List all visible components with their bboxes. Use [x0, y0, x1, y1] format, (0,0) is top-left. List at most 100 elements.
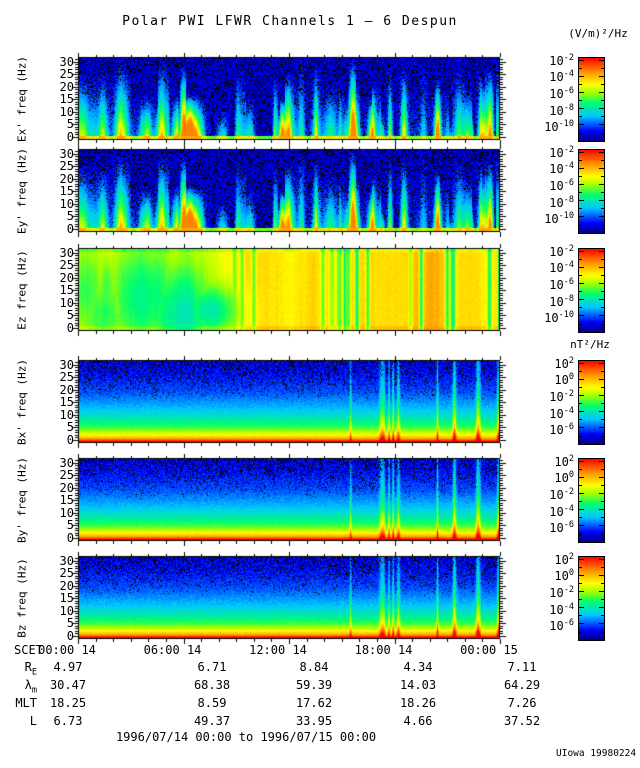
colorbar-tick-label: 10-10 [544, 119, 574, 135]
colorbar-tick [599, 151, 604, 153]
colorbar-tick [579, 525, 584, 527]
colorbar-tick [579, 208, 582, 210]
colorbar-tick [579, 509, 584, 511]
colorbar-tick [601, 323, 604, 325]
y-axis-label-by: By' freq (Hz) [15, 456, 29, 543]
colorbar-tick-label: 10-8 [549, 102, 574, 118]
colorbar-bz [578, 556, 605, 641]
colorbar-by [578, 458, 605, 543]
ephemeris-value: 33.95 [295, 714, 333, 728]
colorbar-tick [599, 558, 604, 560]
colorbar-tick [579, 411, 584, 413]
e-colorbar-unit-label: (V/m)²/Hz [568, 27, 628, 40]
colorbar-tick [579, 386, 582, 388]
colorbar-tick [579, 427, 584, 429]
colorbar-tick [601, 291, 604, 293]
colorbar-tick [601, 484, 604, 486]
colorbar-tick [579, 283, 584, 284]
colorbar-tick [579, 100, 582, 102]
colorbar-tick [579, 566, 582, 568]
ephemeris-value: 49.37 [193, 714, 231, 728]
colorbar-tick-label: 102 [554, 551, 574, 567]
colorbar-tick [579, 151, 584, 153]
colorbar-tick [599, 315, 604, 317]
colorbar-tick-label: 10-4 [549, 405, 574, 421]
colorbar-tick-label: 10-2 [549, 52, 574, 68]
ephemeris-value: 6.71 [197, 660, 227, 674]
colorbar-tick-label: 100 [554, 372, 574, 388]
colorbar-tick [579, 266, 584, 268]
ephemeris-value: 4.66 [403, 714, 433, 728]
colorbar-tick-label: 10-2 [549, 486, 574, 502]
colorbar-tick [599, 574, 604, 576]
ephemeris-value: 4.97 [53, 660, 83, 674]
colorbar-tick [579, 435, 582, 437]
colorbar-tick [601, 307, 604, 309]
colorbar-tick [599, 92, 604, 93]
colorbar-tick [601, 631, 604, 633]
colorbar-tick [601, 159, 604, 161]
colorbar-tick-label: 10-4 [549, 260, 574, 276]
colorbar-tick [579, 323, 582, 325]
colorbar-tick [579, 132, 582, 134]
colorbar-tick-label: 10-8 [549, 194, 574, 210]
colorbar-tick [579, 476, 584, 478]
colorbar-tick [601, 582, 604, 584]
colorbar-tick-label: 10-6 [549, 85, 574, 101]
colorbar-tick [579, 403, 582, 405]
colorbar-tick [599, 591, 604, 592]
colorbar-tick [579, 484, 582, 486]
y-axis-label-ex: Ex' freq (Hz) [15, 55, 29, 142]
colorbar-tick [579, 378, 584, 380]
ephemeris-value: 30.47 [49, 678, 87, 692]
colorbar-tick [599, 108, 604, 110]
ephemeris-value: 8.59 [197, 696, 227, 710]
colorbar-tick [601, 100, 604, 102]
colorbar-tick [601, 533, 604, 535]
colorbar-tick [579, 362, 584, 364]
time-tick-label: 00:00 14 [38, 643, 96, 657]
colorbar-tick [601, 403, 604, 405]
colorbar-tick [579, 370, 582, 372]
colorbar-tick [579, 315, 584, 317]
spectrogram-panel-bx [68, 354, 510, 453]
colorbar-tick [579, 116, 582, 118]
colorbar-tick-label: 10-4 [549, 69, 574, 85]
ephemeris-value: 18.26 [399, 696, 437, 710]
y-axis-label-ey: Ey' freq (Hz) [15, 147, 29, 234]
colorbar-tick [579, 67, 582, 69]
colorbar-tick [579, 582, 582, 584]
spectrogram-panel-ez [68, 242, 510, 341]
ephemeris-row-label-l: L [29, 714, 37, 728]
time-tick-label: 18:00 14 [354, 643, 413, 657]
scet-axis-label: SCET [14, 643, 43, 657]
colorbar-tick [579, 159, 582, 161]
spectrogram-panel-by [68, 452, 510, 551]
colorbar-tick [601, 599, 604, 601]
colorbar-tick [601, 468, 604, 470]
colorbar-tick [579, 124, 584, 126]
colorbar-tick [579, 460, 584, 462]
time-tick-label: 00:00 15 [460, 643, 518, 657]
colorbar-tick [601, 566, 604, 568]
colorbar-ey [578, 149, 605, 234]
ephemeris-value: 14.03 [399, 678, 437, 692]
colorbar-tick [599, 378, 604, 380]
colorbar-tick [579, 167, 584, 169]
colorbar-tick [579, 75, 584, 77]
colorbar-tick [601, 192, 604, 194]
colorbar-tick [579, 216, 584, 218]
colorbar-tick [599, 299, 604, 301]
time-tick-label: 06:00 14 [143, 643, 202, 657]
colorbar-tick [599, 266, 604, 268]
colorbar-tick [579, 307, 582, 309]
colorbar-tick [599, 124, 604, 126]
y-axis-label-bz: Bz freq (Hz) [15, 557, 29, 638]
colorbar-ez [578, 248, 605, 333]
b-colorbar-unit-label: nT²/Hz [570, 338, 610, 351]
spectrogram-panel-ey [68, 143, 510, 242]
colorbar-tick [579, 108, 584, 110]
colorbar-tick [601, 435, 604, 437]
colorbar-tick [601, 132, 604, 134]
colorbar-tick [579, 631, 582, 633]
